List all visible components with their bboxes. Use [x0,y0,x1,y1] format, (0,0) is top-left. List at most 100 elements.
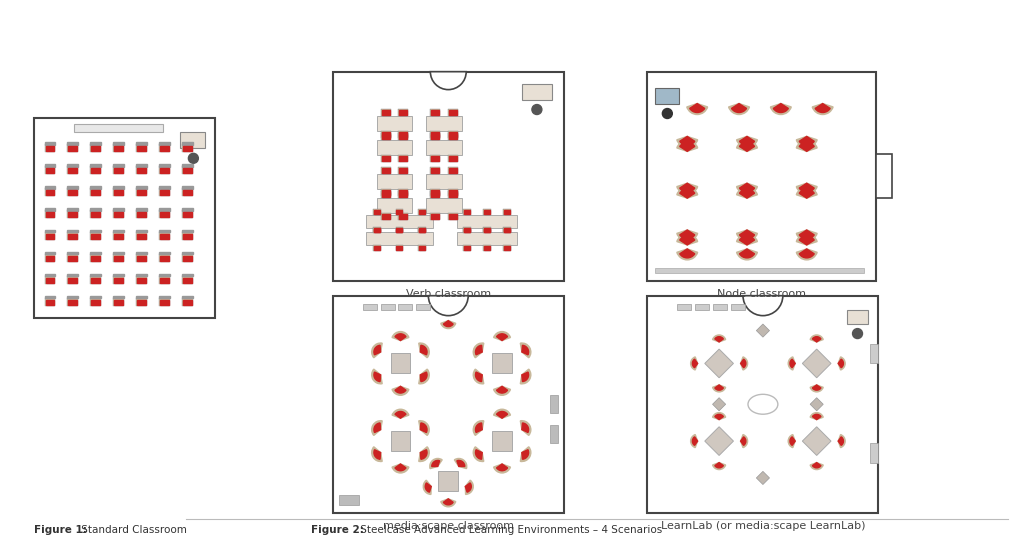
Bar [430,167,440,174]
Bar [183,147,191,151]
Wedge shape [715,462,723,468]
Text: Standard Classroom: Standard Classroom [78,525,186,535]
Bar [550,425,558,443]
Bar [68,232,79,240]
Bar [463,208,471,215]
Wedge shape [374,449,381,459]
Wedge shape [392,331,409,340]
Bar [382,110,389,115]
Bar [182,208,193,211]
Wedge shape [797,136,817,147]
Wedge shape [475,372,482,382]
Wedge shape [497,464,508,471]
Bar [69,212,78,217]
Bar [114,164,124,167]
Bar [44,230,55,233]
Wedge shape [839,437,844,445]
Wedge shape [810,412,823,419]
Bar [114,188,124,196]
Wedge shape [522,449,528,459]
Bar [159,166,170,174]
Bar [647,72,877,281]
Bar [136,188,147,196]
Wedge shape [677,230,697,241]
Polygon shape [705,427,733,455]
Bar [382,156,389,161]
Bar [373,227,381,233]
Bar [695,304,710,310]
Bar [398,191,409,198]
Bar [182,276,193,284]
Bar [68,164,79,167]
Wedge shape [420,372,427,382]
Bar [136,276,147,284]
Bar [44,186,55,188]
Bar [503,228,511,234]
Wedge shape [497,411,508,418]
Bar [136,274,147,277]
Bar [463,227,471,233]
Polygon shape [810,398,823,411]
Bar [160,190,169,195]
Bar [114,230,124,233]
Wedge shape [497,386,508,393]
Bar [377,116,413,131]
Bar [430,213,440,220]
Wedge shape [419,447,429,461]
Text: Steelcase Advanced Learning Environments – 4 Scenarios: Steelcase Advanced Learning Environments… [356,525,662,535]
Bar [182,210,193,218]
Wedge shape [799,230,814,239]
Bar [182,166,193,174]
Circle shape [188,154,199,163]
Bar [69,234,78,239]
Bar [114,186,124,188]
Wedge shape [715,337,723,342]
Bar [374,228,380,231]
Bar [44,166,55,174]
Wedge shape [810,462,823,469]
Wedge shape [677,234,697,245]
Bar [484,209,490,214]
Bar [91,300,100,304]
Bar [90,230,101,233]
Bar [159,274,170,277]
Wedge shape [497,334,508,340]
Wedge shape [799,142,814,151]
Bar [160,256,169,261]
Bar [44,252,55,255]
Wedge shape [797,183,817,194]
Bar [870,443,879,463]
Text: Figure 1:: Figure 1: [34,525,87,535]
Bar [44,210,55,218]
Bar [450,110,458,115]
Bar [44,164,55,167]
Bar [90,166,101,174]
Bar [503,245,511,251]
Bar [373,245,381,251]
Wedge shape [372,420,382,436]
Polygon shape [803,349,831,378]
Bar [68,274,79,277]
Bar [90,144,101,153]
Wedge shape [797,230,817,241]
Wedge shape [839,357,845,370]
Bar [550,395,558,413]
Bar [390,353,411,373]
Bar [159,232,170,240]
Bar [115,168,123,173]
Wedge shape [420,449,427,459]
Bar [137,147,146,151]
Bar [450,190,458,195]
Bar [381,131,390,138]
Bar [45,234,54,239]
Bar [366,233,433,245]
Bar [90,186,101,188]
Bar [159,296,170,298]
Bar [381,191,390,198]
Bar [44,274,55,277]
Bar [390,431,411,451]
Wedge shape [815,104,830,113]
Bar [419,229,425,233]
Bar [182,252,193,255]
Bar [522,84,552,99]
